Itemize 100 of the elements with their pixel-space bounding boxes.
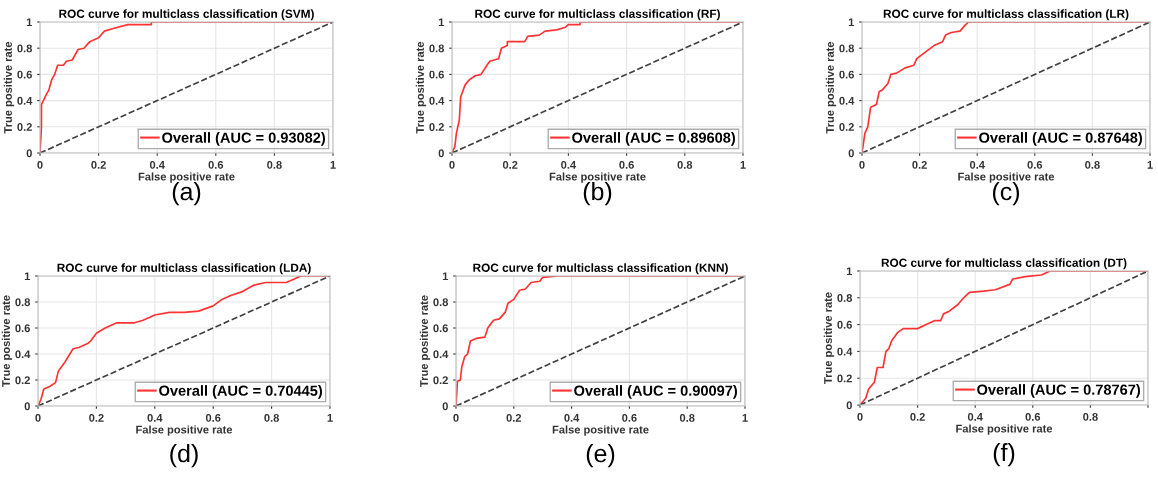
y-tick-label: 0.8 xyxy=(839,44,855,53)
chart-title: ROC curve for multiclass classification (KNN) xyxy=(473,263,728,275)
x-axis-title: False positive rate xyxy=(956,424,1053,435)
y-tick-label: 0.2 xyxy=(837,374,852,383)
x-tick-label: 1 xyxy=(742,414,748,422)
y-tick-label: 0.2 xyxy=(17,123,32,131)
x-tick-label: 0.2 xyxy=(506,413,522,422)
x-tick-label: 1 xyxy=(330,161,336,169)
y-tick-label: 0.8 xyxy=(433,298,449,307)
y-tick-label: 0.4 xyxy=(17,96,33,105)
x-tick-label: 0 xyxy=(857,412,863,421)
x-tick-label: 0.8 xyxy=(677,160,693,169)
x-tick-label: 0.8 xyxy=(267,160,282,169)
legend-label: Overall (AUC = 0.78767) xyxy=(977,384,1140,398)
x-tick-label: 0.6 xyxy=(1027,160,1043,169)
x-tick-label: 0 xyxy=(35,413,41,422)
y-tick-label: 0.6 xyxy=(433,324,448,333)
text: (f) xyxy=(993,443,1015,467)
y-tick-label: 1 xyxy=(442,272,449,281)
y-tick-label: 1 xyxy=(24,272,31,281)
y-tick-label: 0.8 xyxy=(429,44,445,53)
x-tick-label: 0.6 xyxy=(622,413,637,422)
y-tick-label: 0.2 xyxy=(429,123,444,131)
legend-label: Overall (AUC = 0.87648) xyxy=(979,132,1142,146)
text: (e) xyxy=(586,444,615,468)
y-tick-label: 1 xyxy=(26,18,33,27)
y-tick-label: 0.4 xyxy=(429,96,445,105)
y-tick-label: 0 xyxy=(442,402,448,411)
chart-title: ROC curve for multiclass classification (RF) xyxy=(475,9,720,21)
x-tick-label: 0.6 xyxy=(619,160,634,169)
x-axis-title: False positive rate xyxy=(549,172,646,183)
y-axis-title: True positive rate xyxy=(415,41,427,134)
x-tick-label: 0.8 xyxy=(679,413,695,422)
text: (c) xyxy=(992,182,1020,206)
y-axis-title: True positive rate xyxy=(1,295,13,387)
legend-label: Overall (AUC = 0.90097) xyxy=(574,385,737,399)
x-tick-label: 0.4 xyxy=(967,412,983,421)
x-axis-title: False positive rate xyxy=(552,425,649,436)
y-tick-label: 0.4 xyxy=(15,350,31,359)
text: (a) xyxy=(172,182,201,206)
y-tick-label: 0.6 xyxy=(839,70,854,79)
x-tick-label: 0.4 xyxy=(149,160,165,169)
x-tick-label: 0.2 xyxy=(502,160,518,169)
y-axis-title: True positive rate xyxy=(3,41,15,134)
x-tick-label: 0 xyxy=(859,160,865,169)
x-tick-label: 0.6 xyxy=(208,160,224,169)
x-tick-label: 0.6 xyxy=(1025,412,1041,421)
y-tick-label: 1 xyxy=(848,18,855,27)
x-tick-label: 0 xyxy=(37,160,43,169)
x-tick-label: 0 xyxy=(449,160,455,169)
legend-label: Overall (AUC = 0.70445) xyxy=(159,385,322,399)
x-tick-label: 0.4 xyxy=(147,413,163,422)
legend-label: Overall (AUC = 0.93082) xyxy=(162,132,325,146)
y-tick-label: 0.8 xyxy=(837,294,853,302)
y-tick-label: 0.4 xyxy=(839,96,855,105)
x-axis-title: False positive rate xyxy=(958,172,1055,183)
y-tick-label: 0.2 xyxy=(433,376,448,385)
legend-label: Overall (AUC = 0.89608) xyxy=(572,132,735,146)
y-tick-label: 0.8 xyxy=(15,298,31,307)
y-tick-label: 0.4 xyxy=(433,350,449,359)
chart-title: ROC curve for multiclass classification (SVM) xyxy=(59,9,314,21)
x-tick-label: 1 xyxy=(740,161,746,169)
x-tick-label: 0.2 xyxy=(912,160,927,169)
chart-title: ROC curve for multiclass classification (LDA) xyxy=(57,263,311,275)
y-tick-label: 0 xyxy=(26,149,32,158)
y-axis-title: True positive rate xyxy=(825,41,837,134)
y-axis-title: True positive rate xyxy=(823,292,835,384)
x-tick-label: 0.2 xyxy=(910,412,925,421)
text: (d) xyxy=(170,444,198,468)
y-tick-label: 0 xyxy=(846,401,852,410)
y-tick-label: 0.6 xyxy=(15,324,30,333)
chart-title: ROC curve for multiclass classification (LR) xyxy=(883,9,1129,21)
x-axis-title: False positive rate xyxy=(136,425,233,436)
y-axis-title: True positive rate xyxy=(419,295,431,387)
y-tick-label: 0 xyxy=(24,402,30,411)
y-tick-label: 0 xyxy=(438,149,444,158)
y-tick-label: 0 xyxy=(848,149,854,158)
y-tick-label: 0.2 xyxy=(839,123,854,131)
text: (b) xyxy=(583,182,612,206)
y-tick-label: 1 xyxy=(846,267,853,276)
chart-title: ROC curve for multiclass classification (DT) xyxy=(881,258,1127,270)
x-tick-label: 1 xyxy=(327,414,333,422)
y-tick-label: 0.6 xyxy=(17,70,32,79)
y-tick-label: 0.8 xyxy=(17,44,33,53)
x-tick-label: 0.6 xyxy=(205,413,221,422)
x-tick-label: 0.4 xyxy=(561,160,577,169)
y-tick-label: 1 xyxy=(438,18,445,27)
y-tick-label: 0.6 xyxy=(837,320,852,329)
x-tick-label: 1 xyxy=(1147,161,1153,169)
x-tick-label: 0.8 xyxy=(264,413,279,422)
x-tick-label: 0.2 xyxy=(91,160,106,169)
x-tick-label: 0 xyxy=(453,413,459,422)
x-axis-title: False positive rate xyxy=(138,172,235,183)
x-tick-label: 0.8 xyxy=(1085,160,1100,169)
x-tick-label: 0.8 xyxy=(1083,412,1098,421)
x-tick-label: 0.2 xyxy=(89,413,104,422)
y-tick-label: 0.6 xyxy=(429,70,444,79)
y-tick-label: 0.2 xyxy=(15,376,30,385)
y-tick-label: 0.4 xyxy=(837,347,853,356)
x-tick-label: 0.4 xyxy=(969,160,985,169)
